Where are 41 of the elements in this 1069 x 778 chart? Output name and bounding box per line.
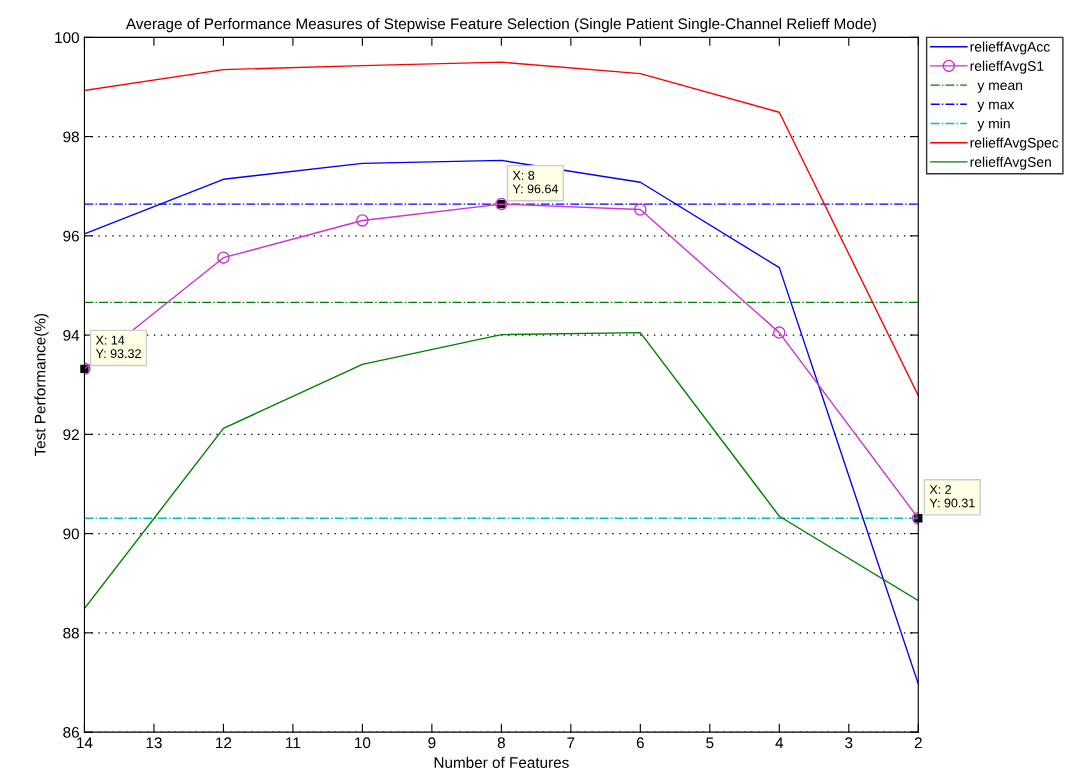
y-tick-label: 86 — [63, 726, 79, 738]
point — [634, 203, 647, 216]
x-tick-label: 8 — [497, 737, 505, 749]
x-tick-label: 13 — [146, 737, 162, 749]
x-tick-label: 14 — [77, 737, 93, 749]
y-axis-title: Test Performance(%) — [34, 313, 49, 457]
chart-title: Average of Performance Measures of Stepwise Feature Selection (Single Patient Single-Channel Relieff Mode) — [125, 17, 876, 33]
x-tick-label: 4 — [775, 737, 784, 749]
legend-label: relieffAvgSen — [970, 156, 1051, 170]
y-tick-label: 92 — [63, 429, 79, 441]
x-tick-label: 2 — [914, 737, 922, 749]
annotation: X: 14 Y: 93.32 — [95, 335, 141, 359]
point — [356, 214, 369, 227]
y-tick-label: 94 — [63, 329, 80, 341]
line-series — [84, 159, 919, 685]
x-tick-label: 6 — [636, 737, 644, 749]
x-tick-label: 5 — [706, 737, 714, 749]
annotation: X: 2 Y: 90.31 — [929, 485, 975, 508]
legend-label: relieffAvgSpec — [970, 137, 1059, 151]
x-axis-title: Number of Features — [434, 756, 569, 768]
annotation: X: 8 Y: 96.64 — [512, 170, 558, 194]
y-tick-label: 96 — [63, 230, 79, 242]
line-series — [84, 331, 919, 610]
legend-label: relieffAvgS1 — [970, 60, 1044, 74]
line-series — [84, 61, 919, 397]
legend-label: y max — [977, 101, 1015, 113]
x-tick-label: 11 — [286, 737, 301, 749]
legend-label: relieffAvgAcc — [970, 41, 1050, 55]
legend-label: y min — [977, 118, 1010, 132]
legend-label: y mean — [977, 82, 1023, 93]
point — [773, 326, 786, 339]
y-tick-label: 88 — [63, 627, 79, 639]
y-tick-label: 98 — [63, 131, 79, 143]
x-tick-label: 10 — [355, 737, 371, 749]
x-tick-label: 7 — [567, 737, 575, 749]
y-tick-label: 100 — [55, 32, 79, 44]
y-tick-label: 90 — [63, 528, 79, 540]
x-tick-label: 3 — [845, 737, 853, 749]
point — [217, 251, 230, 264]
x-tick-label: 9 — [428, 737, 436, 749]
x-tick-label: 12 — [216, 737, 232, 749]
